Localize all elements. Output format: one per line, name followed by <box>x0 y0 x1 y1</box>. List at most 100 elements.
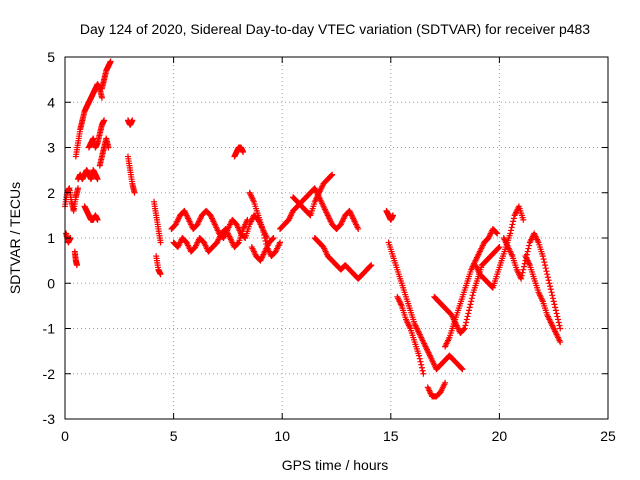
data-point <box>416 352 423 359</box>
y-tick-label: 5 <box>47 49 55 65</box>
plot-frame <box>64 56 609 420</box>
data-point <box>521 263 528 270</box>
data-point <box>520 266 527 273</box>
data-point <box>367 262 374 269</box>
data-point <box>555 316 562 323</box>
data-point <box>525 245 532 252</box>
data-point <box>542 265 549 272</box>
data-point <box>75 185 82 192</box>
data-point <box>509 221 516 228</box>
data-point <box>261 235 268 241</box>
series-arc-8 <box>98 58 114 92</box>
series-arc-3 <box>71 248 80 269</box>
data-point <box>277 239 284 246</box>
data-point <box>269 235 276 242</box>
data-point <box>244 216 251 223</box>
series-arc-12 <box>151 198 164 246</box>
y-tick-label: -1 <box>43 321 56 337</box>
series-arc-5 <box>75 167 101 183</box>
data-point <box>540 256 547 263</box>
series-arc-22 <box>383 207 396 223</box>
data-point <box>131 189 138 196</box>
x-tick-label: 15 <box>383 428 399 444</box>
data-point <box>550 298 557 305</box>
y-tick-label: 3 <box>47 140 55 156</box>
data-point <box>98 94 105 101</box>
data-point <box>518 272 525 279</box>
axis-ticks: 0 5 10 15 20 25 -3 -2 -1 0 1 2 3 4 5 <box>43 49 616 444</box>
series-arc-27 <box>442 225 501 350</box>
data-point <box>469 292 476 299</box>
data-point <box>549 295 556 302</box>
data-point <box>496 244 503 251</box>
grid-lines <box>65 57 608 419</box>
data-point <box>494 230 501 237</box>
data-point <box>461 325 468 332</box>
series-arc-28 <box>472 203 527 291</box>
series-arc-13 <box>153 253 164 278</box>
data-point <box>555 319 562 326</box>
data-point <box>329 171 336 178</box>
data-point <box>468 295 475 302</box>
data-point <box>466 304 473 311</box>
data-point <box>495 244 502 251</box>
data-point <box>420 370 427 377</box>
data-point <box>508 224 515 231</box>
series-arc-21 <box>311 235 375 282</box>
series-arc-9 <box>96 135 112 169</box>
data-point <box>262 238 269 245</box>
data-point <box>547 286 554 293</box>
chart-title: Day 124 of 2020, Sidereal Day-to-day VTE… <box>80 21 590 37</box>
data-point <box>543 268 550 275</box>
x-tick-label: 0 <box>61 428 69 444</box>
data-point <box>548 289 555 296</box>
data-point <box>493 229 500 236</box>
series-arc-23 <box>385 239 466 373</box>
data-point <box>270 235 277 241</box>
data-point <box>261 231 268 238</box>
data-point <box>259 225 266 232</box>
series-arc-7 <box>85 117 108 151</box>
data-point <box>459 366 466 373</box>
data-point <box>464 313 471 320</box>
data-point <box>552 307 559 314</box>
data-point <box>544 271 551 278</box>
data-point <box>467 301 474 308</box>
y-tick-label: 4 <box>47 94 55 110</box>
series-arc-30 <box>522 253 564 346</box>
y-tick-label: 0 <box>47 275 55 291</box>
data-point <box>129 117 136 124</box>
data-point <box>460 326 467 333</box>
y-tick-label: -3 <box>43 411 56 427</box>
data-point <box>510 215 517 222</box>
data-point <box>463 316 470 323</box>
data-point <box>553 310 560 317</box>
data-point <box>240 149 247 156</box>
data-point <box>465 310 472 317</box>
data-point <box>417 358 424 365</box>
series-arc-18 <box>248 235 277 264</box>
data-point <box>107 58 114 65</box>
data-point <box>465 307 472 314</box>
data-point <box>556 322 563 329</box>
y-tick-label: 2 <box>47 185 55 201</box>
series-arc-16 <box>231 144 247 160</box>
data-point <box>463 319 470 326</box>
data-point <box>519 269 526 276</box>
data-point <box>260 228 267 235</box>
data-point <box>518 275 525 282</box>
y-tick-label: -2 <box>43 366 56 382</box>
data-point <box>418 361 425 368</box>
series-arc-11 <box>124 153 138 196</box>
data-point <box>157 271 164 278</box>
data-point <box>545 277 552 284</box>
data-point <box>458 365 465 372</box>
data-point <box>355 225 362 232</box>
series-arc-24 <box>394 293 427 377</box>
x-axis-label: GPS time / hours <box>282 457 389 473</box>
series-arc-6 <box>81 203 101 223</box>
data-point <box>101 117 108 124</box>
data-point <box>510 218 517 225</box>
series-arc-25 <box>424 379 449 400</box>
